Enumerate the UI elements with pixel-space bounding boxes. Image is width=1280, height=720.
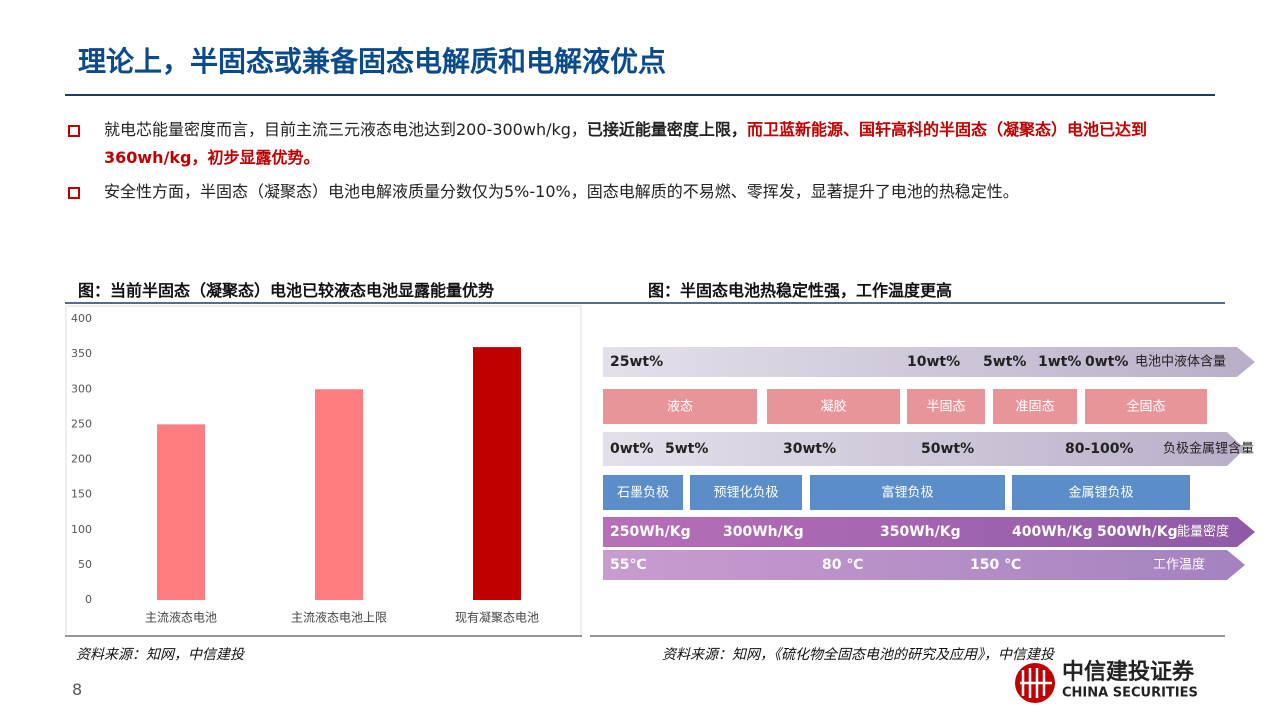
bullet: 就电芯能量密度而言，目前主流三元液态电池达到200-300wh/kg，已接近能量… xyxy=(68,116,1198,172)
x-tick-label: 现有凝聚态电池 xyxy=(455,610,539,625)
band-label: 350Wh/Kg xyxy=(880,524,961,540)
bar xyxy=(157,424,205,600)
band-label: 5wt% xyxy=(983,354,1026,370)
bullet: 安全性方面，半固态（凝聚态）电池电解液质量分数仅为5%-10%，固态电解质的不易… xyxy=(68,178,1198,206)
arrow-band xyxy=(603,432,1245,466)
band-label: 500Wh/Kg xyxy=(1097,524,1178,540)
stage-box xyxy=(993,389,1077,424)
stage-label: 全固态 xyxy=(1126,399,1165,415)
stage-box xyxy=(690,475,802,510)
title-rule xyxy=(65,94,1215,96)
brand: 中信建投证券 xyxy=(1062,659,1195,685)
band-label: 0wt% xyxy=(610,441,653,457)
stage-label: 液态 xyxy=(667,400,693,415)
band-title: 能量密度 xyxy=(1177,524,1229,540)
x-tick-label: 主流液态电池上限 xyxy=(291,610,387,625)
band-title: 负极金属锂含量 xyxy=(1163,441,1254,457)
bar xyxy=(473,347,521,600)
stage-label: 准固态 xyxy=(1015,400,1054,415)
stage-label: 预锂化负极 xyxy=(713,486,778,501)
band-label: 0wt% xyxy=(1085,354,1128,370)
band-title: 电池中液体含量 xyxy=(1135,354,1226,370)
y-tick-label: 400 xyxy=(71,312,92,325)
band-title: 工作温度 xyxy=(1153,557,1205,573)
slide-title: 理论上，半固态或兼备固态电解质和电解液优点 xyxy=(78,45,667,78)
band-label: 5wt% xyxy=(665,441,708,457)
source: 资料来源：知网，《硫化物全固态电池的研究及应用》，中信建投 xyxy=(662,647,1054,663)
band-label: 300Wh/Kg xyxy=(723,524,804,540)
y-tick-label: 250 xyxy=(71,417,92,430)
source: 资料来源：知网，中信建投 xyxy=(76,647,244,663)
x-tick-label: 主流液态电池 xyxy=(145,610,217,625)
stage-label: 凝胶 xyxy=(820,399,846,415)
y-tick-label: 50 xyxy=(78,558,92,571)
page-number: 8 xyxy=(72,680,83,699)
figure-caption: 图：半固态电池热稳定性强，工作温度更高 xyxy=(648,281,953,300)
stage-box xyxy=(1012,475,1190,510)
stage-label: 金属锂负极 xyxy=(1068,485,1133,501)
stage-label: 半固态 xyxy=(926,400,965,415)
y-tick-label: 300 xyxy=(71,382,92,395)
stage-box xyxy=(1085,389,1207,424)
band-label: 55℃ xyxy=(610,557,646,573)
stage-box xyxy=(603,475,683,510)
band-label: 250Wh/Kg xyxy=(610,524,691,540)
band-label: 30wt% xyxy=(783,441,836,457)
y-tick-label: 350 xyxy=(71,347,92,360)
text: ， xyxy=(730,120,747,139)
logo-glyph xyxy=(1020,668,1052,698)
text: 已接近能量密度上限 xyxy=(586,120,731,139)
arrow-band xyxy=(603,347,1255,377)
brand-en: CHINA SECURITIES xyxy=(1062,686,1198,701)
text: 就电芯能量密度而言，目前主流三元液态电池达到200-300wh/kg， xyxy=(104,120,587,139)
arrow-band xyxy=(603,550,1245,580)
stage-box xyxy=(603,389,757,424)
y-tick-label: 0 xyxy=(85,593,92,606)
stage-label: 富锂负极 xyxy=(881,485,933,501)
band-label: 50wt% xyxy=(921,441,974,457)
band-label: 80 ℃ xyxy=(822,557,863,573)
band-label: 150 ℃ xyxy=(970,557,1021,573)
stage-label: 石墨负极 xyxy=(617,486,669,501)
text: 而卫蓝新能源、国轩高科的半固态（凝聚态）电池已达到360wh/kg，初步显露优势… xyxy=(104,120,1147,167)
band-label: 80-100% xyxy=(1065,441,1134,457)
band-label: 25wt% xyxy=(610,354,663,370)
y-tick-label: 150 xyxy=(71,488,92,501)
band-label: 400Wh/Kg xyxy=(1012,524,1093,540)
stage-box xyxy=(907,389,985,424)
band-label: 10wt% xyxy=(907,354,960,370)
arrow-band xyxy=(603,517,1255,547)
text: 安全性方面，半固态（凝聚态）电池电解液质量分数仅为5%-10%，固态电解质的不易… xyxy=(104,182,1019,201)
bar xyxy=(315,389,363,600)
y-tick-label: 200 xyxy=(71,453,92,466)
band-label: 1wt% xyxy=(1038,354,1081,370)
stage-box xyxy=(810,475,1005,510)
stage-box xyxy=(767,389,900,424)
y-tick-label: 100 xyxy=(71,523,92,536)
figure-caption: 图：当前半固态（凝聚态）电池已较液态电池显露能量优势 xyxy=(78,281,495,300)
